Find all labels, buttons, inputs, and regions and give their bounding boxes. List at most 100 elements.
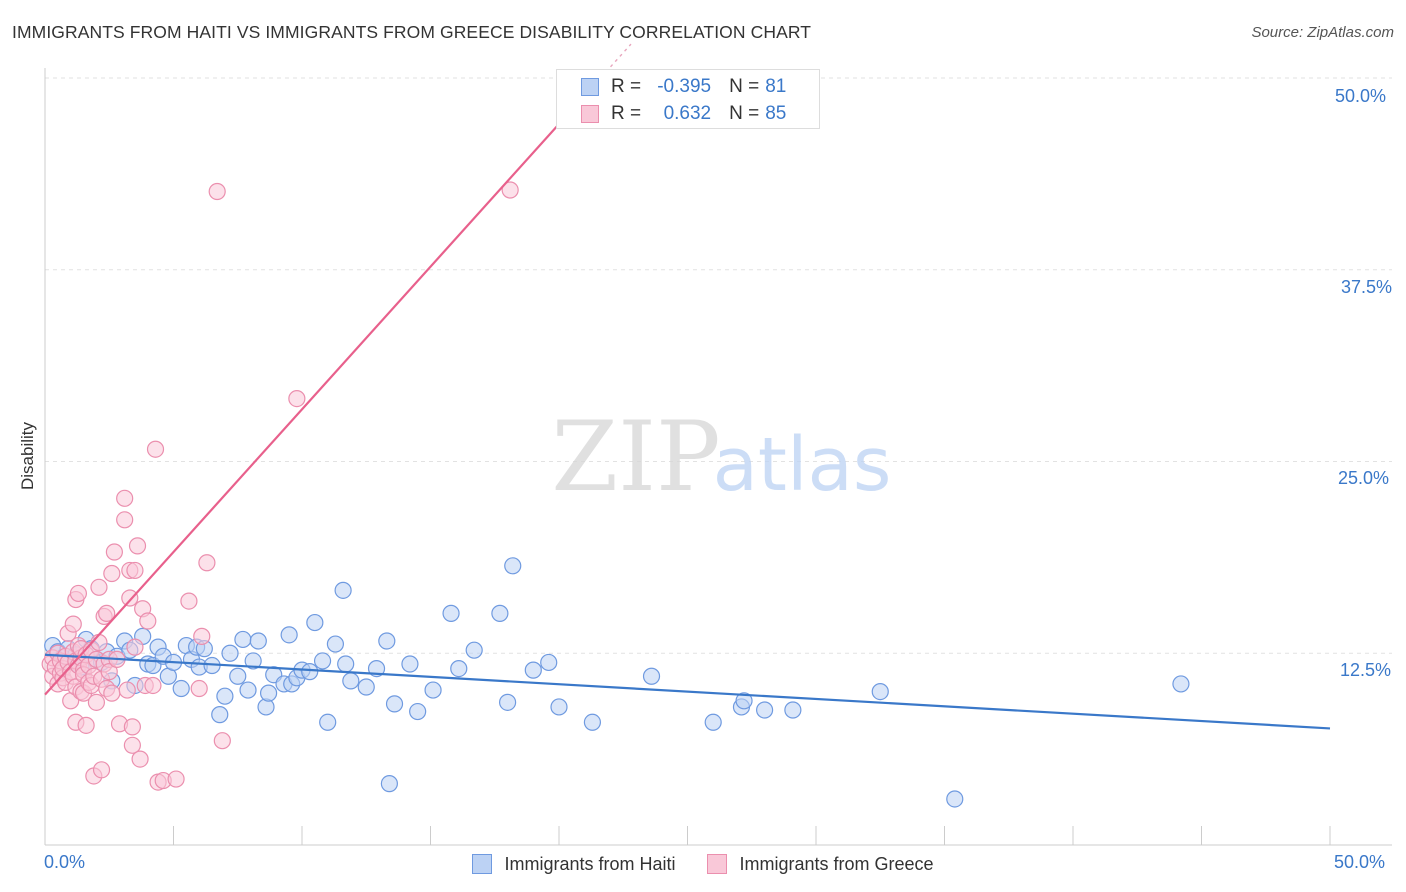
haiti-point — [442, 604, 460, 622]
greece-point — [193, 627, 211, 645]
greece-point — [87, 693, 106, 711]
watermark-atlas: atlas — [713, 422, 892, 508]
haiti-point — [755, 701, 774, 719]
greece-point — [64, 615, 82, 633]
haiti-point — [378, 632, 396, 650]
haiti-point — [409, 702, 427, 721]
n-label: N = — [729, 76, 760, 97]
haiti-point — [583, 713, 602, 731]
n-label: N = — [729, 103, 760, 124]
greece-point — [118, 681, 136, 699]
watermark: ZIP atlas — [551, 401, 891, 513]
greece-point — [98, 604, 116, 622]
y-tick-50: 50.0% — [1335, 86, 1387, 106]
greece-point — [116, 511, 134, 529]
haiti-point — [385, 695, 404, 713]
haiti-point — [249, 632, 267, 650]
axes — [44, 68, 1392, 846]
greece-trend-line — [44, 123, 560, 696]
haiti-point — [735, 692, 753, 710]
greece-point — [144, 676, 162, 695]
haiti-point — [337, 655, 355, 673]
haiti-point — [326, 635, 345, 653]
haiti-point — [504, 557, 522, 575]
greece-point — [128, 537, 147, 555]
y-tick-25: 25.0% — [1338, 468, 1390, 488]
haiti-point — [342, 672, 360, 690]
haiti-point — [244, 652, 262, 670]
greece-point — [190, 679, 208, 698]
haiti-point — [306, 613, 324, 632]
haiti-point — [259, 684, 278, 702]
greece-point — [123, 718, 141, 736]
greece-point — [103, 684, 121, 702]
correlation-legend: R = -0.395 N = 81 R = 0.632 N = 85 — [556, 69, 820, 129]
series-legend: Immigrants from Haiti Immigrants from Gr… — [0, 852, 1406, 876]
haiti-point — [229, 667, 247, 685]
legend-row-haiti: R = -0.395 N = 81 — [581, 74, 805, 100]
haiti-point — [280, 626, 298, 644]
haiti-point — [1172, 675, 1190, 693]
haiti-point — [239, 681, 257, 699]
greece-point — [92, 761, 111, 779]
r-value: 0.632 — [663, 103, 712, 124]
haiti-point — [491, 604, 509, 622]
haiti-point — [946, 790, 964, 808]
legend-label-greece: Immigrants from Greece — [739, 853, 934, 874]
greece-point — [123, 736, 141, 754]
haiti-point — [301, 663, 319, 681]
haiti-point — [216, 687, 234, 705]
greece-point — [100, 663, 118, 681]
greece-point — [126, 638, 144, 656]
r-value: -0.395 — [657, 76, 712, 97]
greece-point — [208, 182, 226, 201]
greece-point — [90, 578, 108, 596]
chart-title: IMMIGRANTS FROM HAITI VS IMMIGRANTS FROM… — [12, 22, 812, 42]
greece-point — [501, 181, 519, 199]
haiti-point — [221, 644, 239, 662]
haiti-point — [380, 775, 398, 793]
legend-item-haiti[interactable]: Immigrants from Haiti — [472, 854, 675, 875]
haiti-point — [642, 667, 661, 685]
legend-label-haiti: Immigrants from Haiti — [504, 853, 676, 874]
greece-swatch — [707, 854, 728, 874]
series-greece-points — [41, 181, 519, 791]
haiti-point — [871, 682, 889, 701]
haiti-point — [172, 679, 190, 698]
haiti-point — [313, 652, 332, 670]
haiti-point — [357, 678, 375, 696]
haiti-point — [424, 681, 442, 699]
series-haiti-points — [44, 557, 1190, 808]
greece-point — [180, 592, 198, 610]
trend-lines — [44, 43, 1331, 730]
haiti-trend-line — [44, 653, 1331, 730]
greece-point — [116, 489, 134, 507]
greece-swatch — [581, 105, 599, 123]
greece-point — [198, 554, 216, 572]
greece-point — [77, 716, 95, 734]
haiti-swatch — [472, 854, 493, 874]
haiti-point — [550, 698, 568, 716]
haiti-point — [234, 630, 252, 649]
greece-point — [288, 390, 306, 408]
haiti-point — [704, 713, 722, 731]
haiti-point — [784, 701, 802, 719]
greece-point — [167, 770, 185, 788]
r-label: R = — [611, 76, 642, 97]
haiti-point — [334, 581, 352, 599]
greece-point — [131, 750, 149, 768]
haiti-point — [465, 641, 483, 659]
legend-row-greece: R = 0.632 N = 85 — [581, 101, 805, 127]
haiti-point — [499, 693, 517, 711]
greece-point — [103, 564, 121, 583]
r-label: R = — [611, 103, 642, 124]
greece-point — [139, 612, 157, 630]
legend-item-greece[interactable]: Immigrants from Greece — [707, 853, 934, 875]
watermark-zip: ZIP — [551, 401, 720, 513]
haiti-point — [524, 661, 542, 679]
grid-lines — [45, 77, 1392, 654]
y-tick-12-5: 12.5% — [1340, 660, 1392, 680]
greece-point — [69, 584, 88, 603]
haiti-point — [319, 713, 337, 731]
